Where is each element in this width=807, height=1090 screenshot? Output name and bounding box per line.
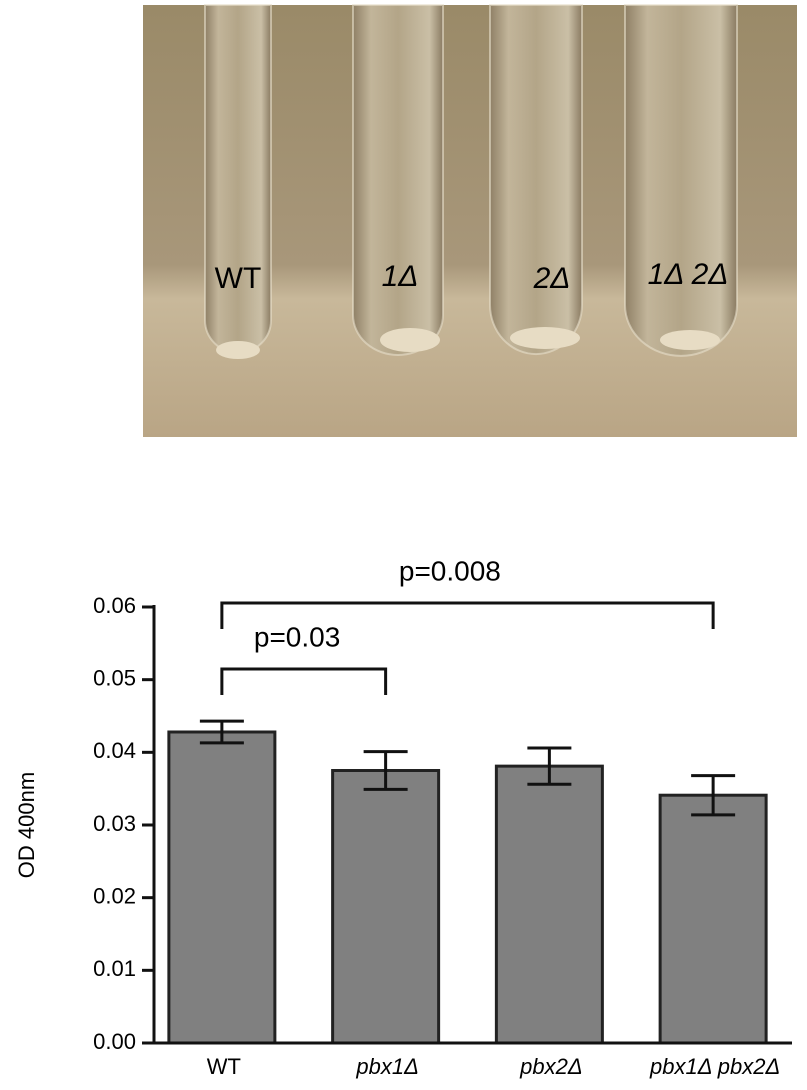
x-tick-label: pbx2Δ [519, 1054, 582, 1079]
tube-label: WT [215, 262, 262, 295]
p-value-label: p=0.03 [254, 621, 340, 652]
error-bar [363, 750, 408, 791]
bar [331, 769, 441, 1045]
y-tick-label: 0.04 [93, 738, 136, 763]
tube-label: 2Δ [533, 262, 571, 295]
x-tick-label: pbx1Δ [355, 1054, 418, 1079]
x-tick-label: WT [207, 1054, 241, 1079]
y-tick-label: 0.02 [93, 883, 136, 908]
error-bar [199, 719, 244, 745]
photo: WT 1Δ 2Δ 1Δ 2Δ [143, 4, 797, 437]
pellets [216, 327, 720, 359]
y-tick-label: 0.00 [93, 1029, 136, 1054]
y-tick-label: 0.06 [93, 593, 136, 618]
y-tick-label: 0.05 [93, 665, 136, 690]
tube-label: 1Δ 2Δ [648, 258, 729, 291]
chart: 0.00 0.01 0.02 0.03 0.04 0.05 0.06 WT pbx1Δ pbx2Δ… [93, 555, 792, 1079]
photo-labels: WT 1Δ 2Δ 1Δ 2Δ [215, 258, 729, 295]
error-bar [527, 746, 572, 786]
tube-label: 1Δ [382, 260, 419, 293]
bar [494, 764, 604, 1045]
significance-bracket [220, 667, 388, 695]
y-tick-label: 0.03 [93, 811, 136, 836]
x-tick-label: pbx1Δ pbx2Δ [649, 1054, 780, 1079]
bar [658, 793, 768, 1045]
p-value-label: p=0.008 [399, 555, 501, 586]
significance-bracket [220, 601, 715, 629]
y-tick-label: 0.01 [93, 956, 136, 981]
y-axis-label: OD 400nm [14, 772, 39, 878]
error-bar [691, 774, 736, 817]
bar [167, 730, 277, 1045]
